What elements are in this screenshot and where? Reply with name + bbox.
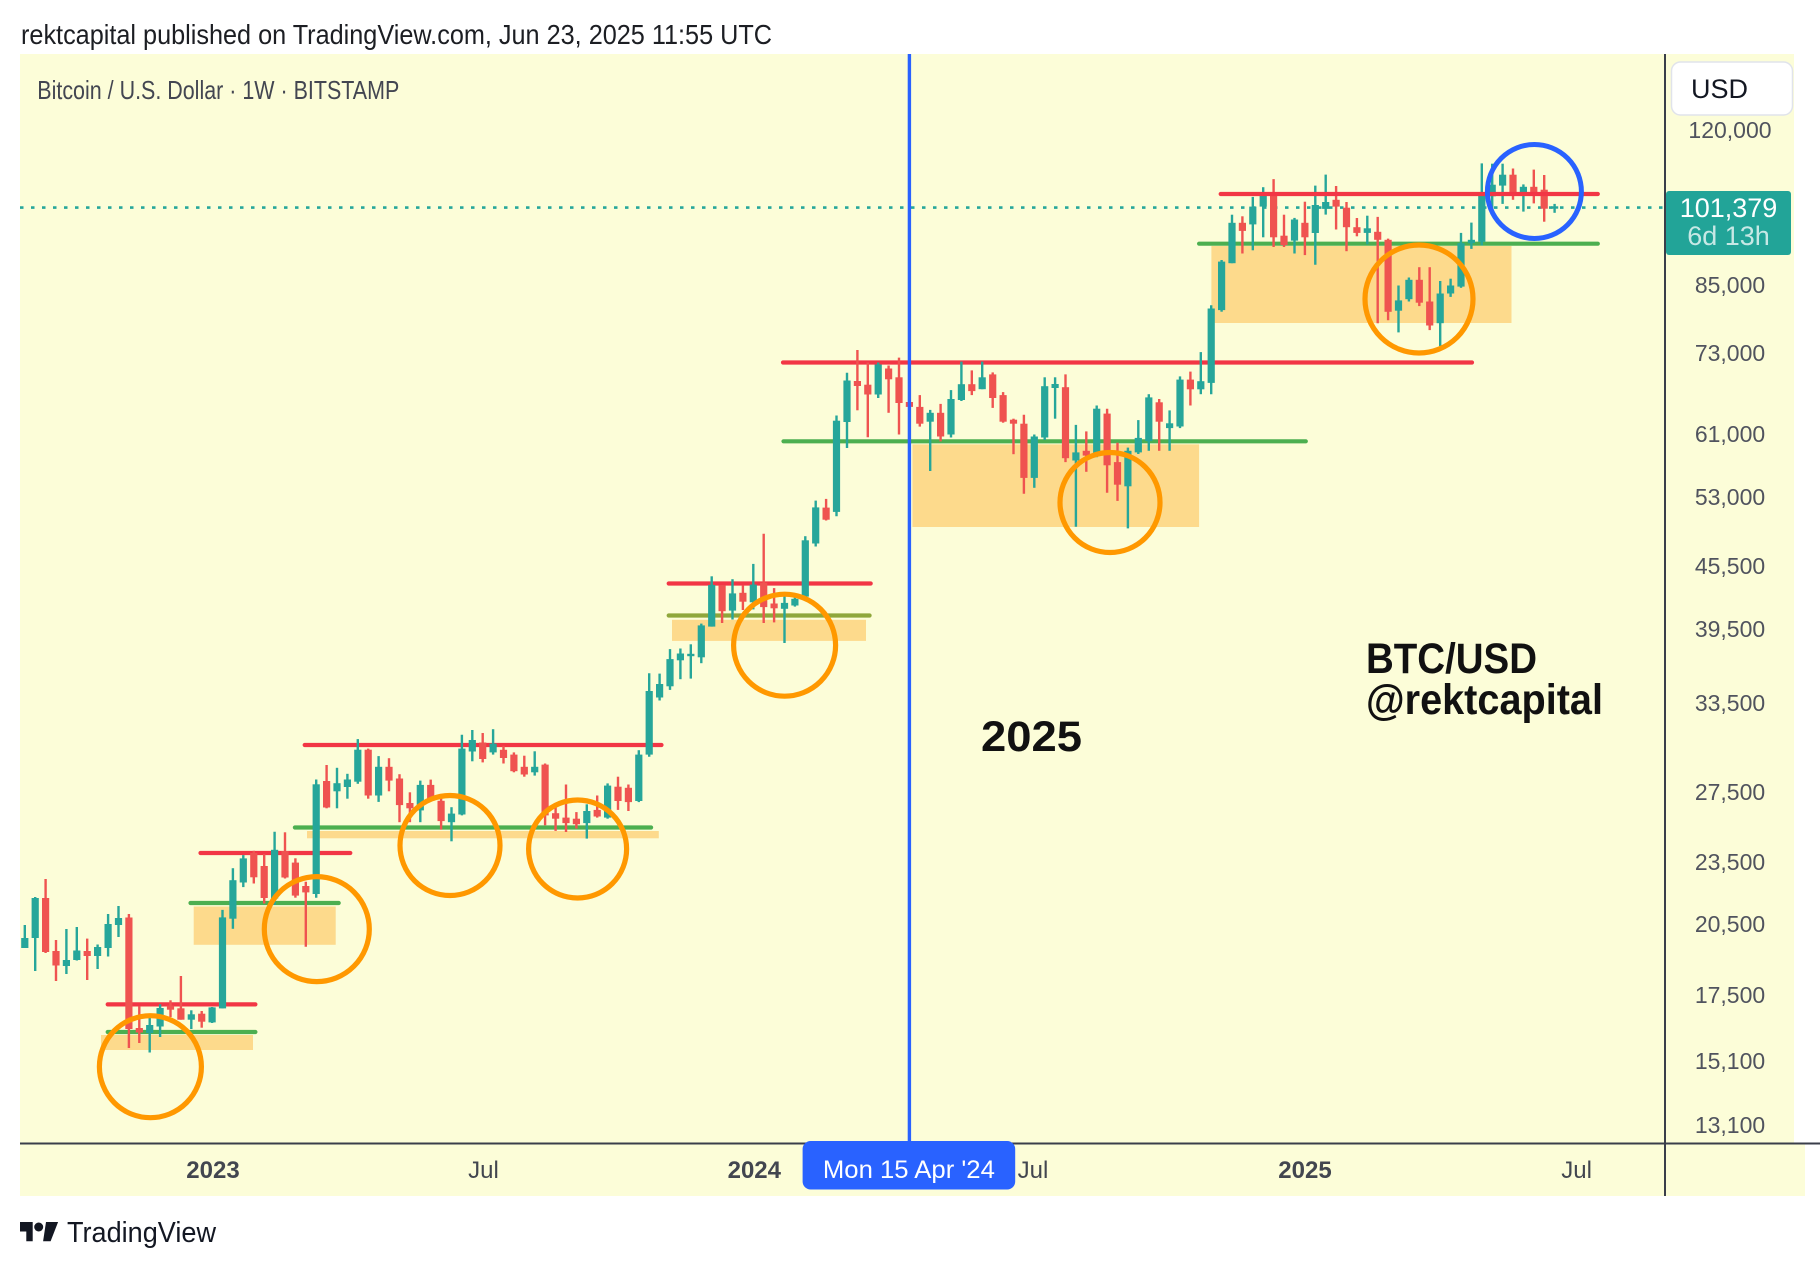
svg-text:BTC/USD: BTC/USD <box>1366 635 1537 683</box>
svg-text:Jul: Jul <box>468 1157 499 1184</box>
svg-text:33,500: 33,500 <box>1695 690 1765 716</box>
svg-text:45,500: 45,500 <box>1695 553 1765 579</box>
svg-text:Jul: Jul <box>1561 1157 1592 1184</box>
svg-text:TradingView: TradingView <box>67 1217 217 1249</box>
svg-text:2025: 2025 <box>1278 1157 1331 1184</box>
svg-text:15,100: 15,100 <box>1695 1048 1765 1074</box>
svg-text:53,000: 53,000 <box>1695 484 1765 510</box>
svg-text:17,500: 17,500 <box>1695 982 1765 1008</box>
svg-text:23,500: 23,500 <box>1695 849 1765 875</box>
svg-text:6d 13h: 6d 13h <box>1687 221 1770 251</box>
svg-text:rektcapital published on Tradi: rektcapital published on TradingView.com… <box>21 19 772 50</box>
svg-text:20,500: 20,500 <box>1695 911 1765 937</box>
svg-text:101,379: 101,379 <box>1680 193 1778 223</box>
svg-text:120,000: 120,000 <box>1688 117 1771 143</box>
svg-text:13,100: 13,100 <box>1695 1112 1765 1138</box>
svg-text:85,000: 85,000 <box>1695 272 1765 298</box>
svg-text:2024: 2024 <box>728 1157 782 1184</box>
svg-text:@rektcapital: @rektcapital <box>1366 676 1603 724</box>
svg-text:USD: USD <box>1691 74 1748 104</box>
svg-text:2023: 2023 <box>186 1157 239 1184</box>
svg-text:61,000: 61,000 <box>1695 421 1765 447</box>
svg-text:Bitcoin / U.S. Dollar · 1W · B: Bitcoin / U.S. Dollar · 1W · BITSTAMP <box>37 75 399 105</box>
svg-text:39,500: 39,500 <box>1695 616 1765 642</box>
svg-text:2025: 2025 <box>981 713 1082 761</box>
svg-text:Jul: Jul <box>1018 1157 1049 1184</box>
svg-text:73,000: 73,000 <box>1695 340 1765 366</box>
svg-text:27,500: 27,500 <box>1695 779 1765 805</box>
svg-text:Mon 15 Apr '24: Mon 15 Apr '24 <box>823 1156 995 1184</box>
